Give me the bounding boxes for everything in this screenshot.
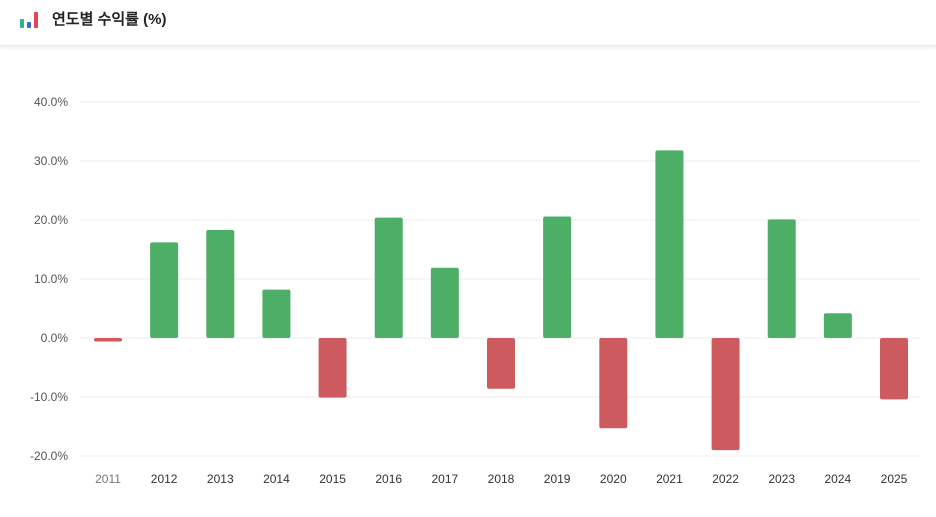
y-tick-label: 0.0% <box>41 331 69 345</box>
bar-2021 <box>655 150 684 338</box>
chart-title: 연도별 수익률 (%) <box>52 11 167 28</box>
y-tick-label: 10.0% <box>34 272 68 286</box>
x-tick-label: 2022 <box>712 472 739 486</box>
y-tick-label: 40.0% <box>34 95 68 109</box>
bar-2016 <box>374 217 403 338</box>
y-tick-label: 20.0% <box>34 213 68 227</box>
bar-2017 <box>430 267 459 338</box>
x-tick-label: 2020 <box>600 472 627 486</box>
bar-2022 <box>711 338 740 451</box>
x-tick-label: 2024 <box>825 472 852 486</box>
bar-2019 <box>543 216 572 338</box>
bar-chart: 40.0% 30.0% 20.0% 10.0% 0.0% -10.0% -20.0% 2011… <box>30 95 920 486</box>
bar-2024 <box>823 313 852 338</box>
x-tick-label: 2012 <box>151 472 178 486</box>
chart-header: 연도별 수익률 (%) <box>0 0 936 46</box>
bar-2015 <box>318 338 347 398</box>
y-tick-label: 30.0% <box>34 154 68 168</box>
x-tick-label: 2025 <box>881 472 908 486</box>
x-tick-label: 2013 <box>207 472 234 486</box>
bar-2018 <box>487 338 515 389</box>
x-tick-label: 2011 <box>95 472 121 486</box>
chart-area: 40.0% 30.0% 20.0% 10.0% 0.0% -10.0% -20.0% 2011… <box>0 46 936 512</box>
bar-2012 <box>150 242 179 338</box>
x-tick-label: 2018 <box>488 472 515 486</box>
y-tick-label: -20.0% <box>30 449 68 463</box>
y-tick-label: -10.0% <box>30 390 68 404</box>
x-tick-label: 2015 <box>319 472 346 486</box>
bar-2011 <box>94 338 122 342</box>
x-tick-label: 2014 <box>263 472 290 486</box>
x-tick-label: 2016 <box>375 472 402 486</box>
x-tick-label: 2019 <box>544 472 571 486</box>
x-tick-label: 2023 <box>768 472 795 486</box>
x-tick-label: 2021 <box>656 472 683 486</box>
bar-2025 <box>880 338 908 400</box>
bar-chart-icon <box>20 12 38 28</box>
x-tick-label: 2017 <box>432 472 459 486</box>
bar-2013 <box>206 230 235 338</box>
bar-2020 <box>599 338 628 429</box>
bar-2014 <box>262 289 291 338</box>
bar-2023 <box>767 219 796 338</box>
